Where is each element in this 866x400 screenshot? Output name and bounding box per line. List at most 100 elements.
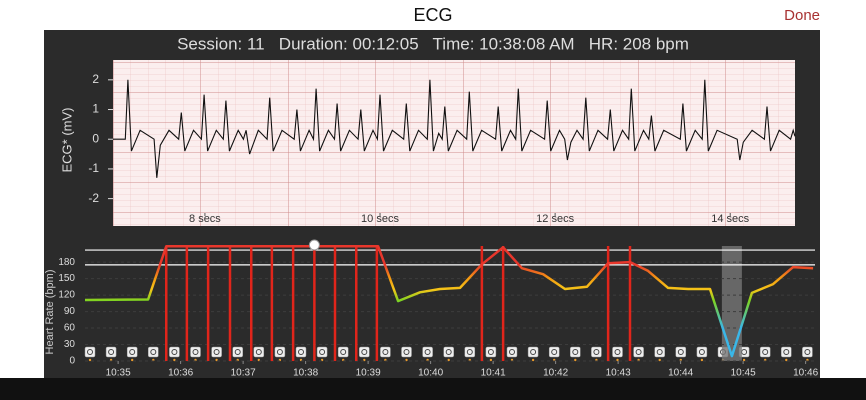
event-icon [422,346,433,358]
event-icon-glyph [213,349,220,355]
x-tick-label: 10:43 [606,368,631,379]
event-icon-dot [700,358,704,362]
event-icon [295,346,307,358]
event-icon-glyph [108,349,115,355]
event-icon-glyph [87,349,93,355]
event-icon-dot [531,358,535,362]
bottom-bar [0,378,866,400]
event-icon-glyph [382,349,389,355]
event-icon-glyph [530,349,537,355]
event-icon-glyph [129,349,136,355]
x-tick-label: 10 secs [361,213,399,225]
x-tick-label: 10:46 [793,368,818,379]
event-icon [675,346,687,358]
y-tick-label: -1 [88,161,99,175]
x-tick-label: 10:40 [418,368,443,379]
event-icon [802,346,813,358]
event-icon-glyph [171,349,178,355]
x-tick-label: 10:42 [543,368,568,379]
event-icon-glyph [783,349,790,355]
event-icon [654,346,665,358]
event-icon [274,346,286,358]
event-icon-glyph [656,349,663,355]
x-tick-label: 10:39 [356,368,381,379]
x-tick-label: 10:38 [293,368,318,379]
event-icon [359,346,370,358]
event-icon-glyph [614,349,621,355]
event-icon-glyph [593,349,600,355]
y-tick-label: -2 [88,191,99,205]
event-icon-glyph [276,349,283,355]
event-icon-glyph [487,349,494,355]
done-button[interactable]: Done [784,7,820,24]
x-tick-label: 10:41 [481,368,506,379]
event-icon [527,346,539,358]
event-icon [190,346,201,358]
event-icon-dot [489,358,493,362]
y-tick-label: 0 [92,131,99,145]
hr-line [84,244,814,358]
event-icon-glyph [762,349,769,355]
y-tick-label: 180 [58,257,75,268]
event-icon-dot [616,358,619,362]
event-icon [126,346,138,358]
x-tick-label: 10:44 [668,368,693,379]
event-icon-dot [742,358,746,362]
event-icon [443,346,454,358]
event-icon [759,346,771,358]
event-icon-dot [131,358,134,362]
event-icon-glyph [445,349,452,355]
event-icon-glyph [298,349,304,355]
event-icon [696,346,708,358]
event-icon [380,346,391,358]
event-icon-glyph [319,349,326,355]
x-tick-label: 14 secs [711,213,749,225]
event-icon-glyph [572,349,579,355]
event-icon-dot [785,358,788,362]
event-icon [485,346,497,358]
x-tick-label: 10:35 [106,368,131,379]
hr-y-label: Heart Rate (bpm) [44,270,56,355]
event-icon-dot [574,358,577,362]
nav-bar [0,0,866,30]
highlight-band [721,246,742,361]
event-icon-glyph [234,349,241,355]
event-icon [211,346,222,358]
ecg-major-grid [113,60,795,226]
y-tick-label: 1 [92,102,99,116]
x-tick-label: 10:36 [168,368,193,379]
x-tick-label: 8 secs [189,213,221,225]
event-icon-dot [658,358,661,362]
x-tick-label: 10:45 [731,368,756,379]
session-info: Session: 11 Duration: 00:12:05 Time: 10:… [177,34,689,53]
event-icon-glyph [255,349,262,355]
event-icon [570,346,581,358]
event-icon-glyph [340,349,347,355]
event-icon [401,346,412,358]
x-tick-label: 12 secs [536,213,574,225]
event-icon-glyph [698,349,705,355]
event-icon [253,346,265,358]
event-icon [464,346,476,358]
event-icon [781,346,792,358]
ecg-trace [113,79,796,178]
event-icon-glyph [403,349,410,355]
event-icon [148,346,159,358]
y-tick-label: 120 [58,290,75,301]
event-icon-dot [88,358,92,362]
ecg-y-label: ECG* (mV) [59,108,74,173]
event-icon [232,346,243,358]
y-tick-label: 30 [64,339,76,350]
event-icon [548,346,560,358]
event-icon [169,346,180,358]
y-tick-label: 60 [64,323,76,334]
y-tick-label: 150 [58,273,75,284]
event-icon-glyph [192,349,199,355]
event-icon [633,346,644,358]
event-icon [84,346,96,358]
y-tick-label: 90 [64,306,76,317]
event-icon [316,346,328,358]
event-icon [105,346,117,358]
event-icon-glyph [635,349,642,355]
